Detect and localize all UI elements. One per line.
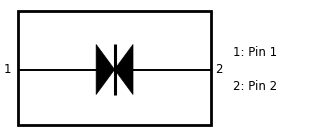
Text: 2: Pin 2: 2: Pin 2 bbox=[233, 80, 277, 93]
Bar bbox=[18, 11, 211, 125]
Polygon shape bbox=[115, 44, 133, 95]
Text: 1: Pin 1: 1: Pin 1 bbox=[233, 46, 277, 59]
Polygon shape bbox=[96, 44, 115, 95]
Text: 2: 2 bbox=[215, 63, 222, 76]
Text: 1: 1 bbox=[3, 63, 11, 76]
